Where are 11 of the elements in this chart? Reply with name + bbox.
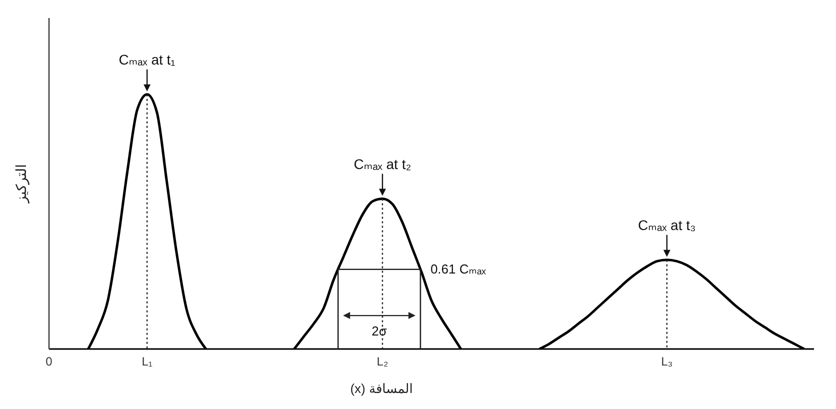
annotation: Cₘₐₓ at t₁: [118, 51, 176, 68]
x-tick-label: L₂: [376, 354, 388, 369]
x-tick-label: L₁: [142, 354, 152, 369]
annotation: Cₘₐₓ at t₃: [638, 216, 696, 233]
x-tick-label: 0: [46, 354, 53, 369]
annotation: 2σ: [372, 324, 387, 339]
x-tick-label: L₃: [661, 354, 673, 369]
annotation: Cₘₐₓ at t₂: [354, 156, 412, 172]
annotation: 0.61 Cₘₐₓ: [430, 261, 487, 276]
y-axis-title: التركيز: [13, 164, 30, 204]
x-axis-title: المسافة (x): [350, 381, 413, 396]
